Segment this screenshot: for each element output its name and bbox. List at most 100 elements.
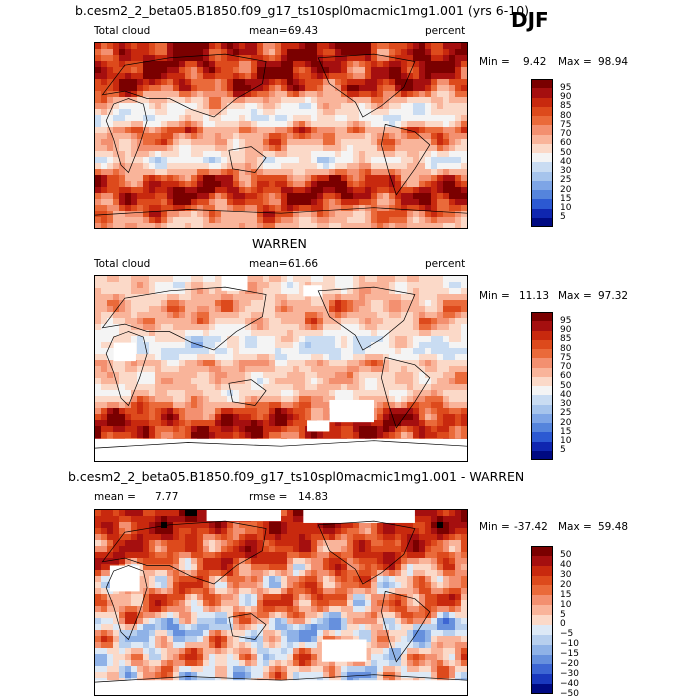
panel2-cell xyxy=(251,288,257,294)
panel1-cell xyxy=(107,181,113,187)
panel1-cell xyxy=(335,193,341,199)
panel2-colorbar-tick-label: 30 xyxy=(560,399,572,409)
panel1-cell xyxy=(371,139,377,145)
panel3-cell xyxy=(119,558,125,564)
panel1-cell xyxy=(131,49,137,55)
panel3-cell xyxy=(149,576,155,582)
panel1-cell xyxy=(209,49,215,55)
panel3-cell xyxy=(437,552,443,558)
panel1-cell xyxy=(143,157,149,163)
panel3-cell xyxy=(401,576,407,582)
panel1-cell xyxy=(449,109,455,115)
panel1-cell xyxy=(227,151,233,157)
panel3-cell xyxy=(179,582,185,588)
panel1-cell xyxy=(125,103,131,109)
panel1-cell xyxy=(125,181,131,187)
panel1-cell xyxy=(269,139,275,145)
panel2-cell xyxy=(449,336,455,342)
panel3-cell xyxy=(161,582,167,588)
panel1-cell xyxy=(167,175,173,181)
panel1-cell xyxy=(431,175,437,181)
panel2-cell xyxy=(281,324,287,330)
panel1-cell xyxy=(419,67,425,73)
panel1-cell xyxy=(125,43,131,49)
panel3-cell xyxy=(437,570,443,576)
panel3-cell xyxy=(413,564,419,570)
panel1-cell xyxy=(395,43,401,49)
panel2-colorbar-tick-label: 85 xyxy=(560,334,572,345)
panel3-cell xyxy=(359,522,365,528)
panel2-cell xyxy=(305,366,311,372)
panel1-cell xyxy=(383,85,389,91)
panel1-cell xyxy=(275,121,281,127)
panel1-cell xyxy=(383,97,389,103)
panel1-cell xyxy=(437,55,443,61)
panel2-cell xyxy=(269,300,275,306)
panel2-cell xyxy=(275,312,281,318)
panel2-cell xyxy=(371,282,377,288)
panel3-cell xyxy=(323,552,329,558)
panel2-cell xyxy=(377,372,383,378)
panel3-cell xyxy=(179,522,185,528)
panel1-cell xyxy=(383,217,389,223)
panel2-cell xyxy=(173,324,179,330)
panel2-cell xyxy=(461,360,467,366)
panel1-cell xyxy=(335,121,341,127)
panel1-cell xyxy=(161,115,167,121)
panel1-cell xyxy=(263,205,269,211)
panel1-cell xyxy=(311,85,317,91)
panel1-cell xyxy=(125,49,131,55)
panel2-cell xyxy=(383,306,389,312)
panel1-cell xyxy=(329,145,335,151)
panel1-cell xyxy=(299,133,305,139)
panel3-title: b.cesm2_2_beta05.B1850.f09_g17_ts10spl0m… xyxy=(68,469,525,484)
panel2-cell xyxy=(107,378,113,384)
panel1-cell xyxy=(95,115,101,121)
panel2-cell xyxy=(185,432,191,438)
panel1-cell xyxy=(293,121,299,127)
panel1-cell xyxy=(287,61,293,67)
panel1-cell xyxy=(161,127,167,133)
panel1-cell xyxy=(257,157,263,163)
panel2-cell xyxy=(167,366,173,372)
panel2-cell xyxy=(287,432,293,438)
panel1-cell xyxy=(179,97,185,103)
panel1-cell xyxy=(221,205,227,211)
panel3-cell xyxy=(179,576,185,582)
panel1-cell xyxy=(173,73,179,79)
panel3-cell xyxy=(419,606,425,612)
panel1-cell xyxy=(179,163,185,169)
panel1-cell xyxy=(365,187,371,193)
panel1-cell xyxy=(401,49,407,55)
panel3-cell xyxy=(443,582,449,588)
panel3-cell xyxy=(293,540,299,546)
panel1-cell xyxy=(233,223,239,228)
panel3-cell xyxy=(263,570,269,576)
panel1-cell xyxy=(155,91,161,97)
panel2-cell xyxy=(161,336,167,342)
panel2-cell xyxy=(335,312,341,318)
panel2-cell xyxy=(263,360,269,366)
panel2-cell xyxy=(293,312,299,318)
panel1-cell xyxy=(185,97,191,103)
panel2-cell xyxy=(383,282,389,288)
panel3-cell xyxy=(293,570,299,576)
panel2-cell xyxy=(389,402,395,408)
panel3-cell xyxy=(221,558,227,564)
panel2-cell xyxy=(203,384,209,390)
panel2-cell xyxy=(329,420,335,426)
panel2-cell xyxy=(365,306,371,312)
panel2-cell xyxy=(311,294,317,300)
panel2-cell xyxy=(431,318,437,324)
panel1-cell xyxy=(239,175,245,181)
panel1-cell xyxy=(431,67,437,73)
panel3-cell xyxy=(227,606,233,612)
panel2-cell xyxy=(239,420,245,426)
panel3-cell xyxy=(413,546,419,552)
panel1-cell xyxy=(305,151,311,157)
panel1-cell xyxy=(227,139,233,145)
panel2-cell xyxy=(233,360,239,366)
panel1-cell xyxy=(119,181,125,187)
panel2-cell xyxy=(437,312,443,318)
panel3-cell xyxy=(305,552,311,558)
